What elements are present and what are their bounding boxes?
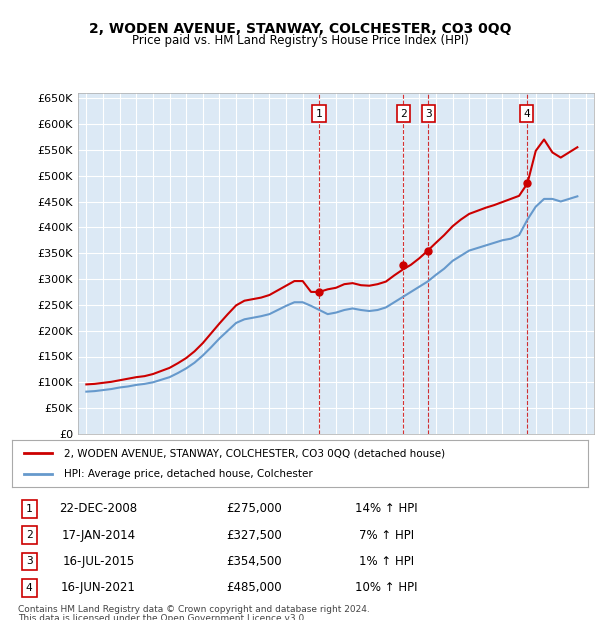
Text: 7% ↑ HPI: 7% ↑ HPI xyxy=(359,529,414,542)
Text: 1: 1 xyxy=(316,108,322,118)
Text: 2: 2 xyxy=(26,530,32,540)
Text: 2, WODEN AVENUE, STANWAY, COLCHESTER, CO3 0QQ (detached house): 2, WODEN AVENUE, STANWAY, COLCHESTER, CO… xyxy=(64,448,445,458)
Text: This data is licensed under the Open Government Licence v3.0.: This data is licensed under the Open Gov… xyxy=(18,614,307,620)
Text: £354,500: £354,500 xyxy=(226,555,282,568)
Text: 1% ↑ HPI: 1% ↑ HPI xyxy=(359,555,414,568)
Text: Price paid vs. HM Land Registry's House Price Index (HPI): Price paid vs. HM Land Registry's House … xyxy=(131,34,469,47)
Text: HPI: Average price, detached house, Colchester: HPI: Average price, detached house, Colc… xyxy=(64,469,313,479)
Text: 4: 4 xyxy=(523,108,530,118)
Text: 1: 1 xyxy=(26,504,32,514)
Text: 2: 2 xyxy=(400,108,407,118)
Text: Contains HM Land Registry data © Crown copyright and database right 2024.: Contains HM Land Registry data © Crown c… xyxy=(18,604,370,614)
Text: 4: 4 xyxy=(26,583,32,593)
Text: £275,000: £275,000 xyxy=(226,502,282,515)
Text: £327,500: £327,500 xyxy=(226,529,282,542)
Text: 17-JAN-2014: 17-JAN-2014 xyxy=(61,529,136,542)
Text: 14% ↑ HPI: 14% ↑ HPI xyxy=(355,502,418,515)
Text: £485,000: £485,000 xyxy=(226,582,282,595)
Text: 2, WODEN AVENUE, STANWAY, COLCHESTER, CO3 0QQ: 2, WODEN AVENUE, STANWAY, COLCHESTER, CO… xyxy=(89,22,511,36)
Text: 16-JUL-2015: 16-JUL-2015 xyxy=(62,555,134,568)
Text: 16-JUN-2021: 16-JUN-2021 xyxy=(61,582,136,595)
Text: 10% ↑ HPI: 10% ↑ HPI xyxy=(355,582,418,595)
Text: 22-DEC-2008: 22-DEC-2008 xyxy=(59,502,137,515)
Text: 3: 3 xyxy=(425,108,431,118)
Text: 3: 3 xyxy=(26,557,32,567)
